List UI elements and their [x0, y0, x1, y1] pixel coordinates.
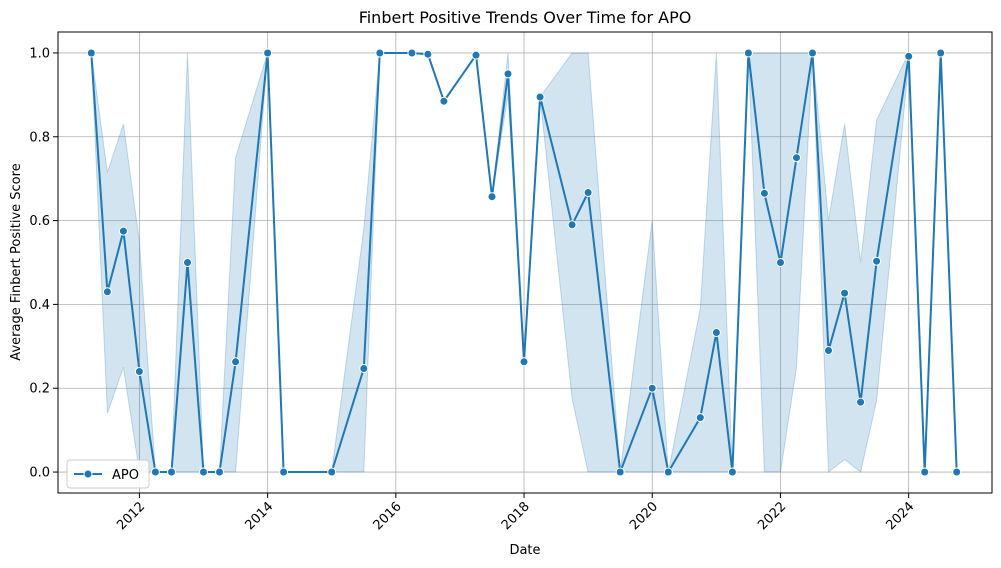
y-tick-label: 1.0: [29, 46, 50, 61]
data-point: [743, 48, 753, 58]
legend-label: APO: [112, 468, 139, 483]
data-point: [199, 467, 208, 477]
data-point: [487, 192, 497, 202]
data-point: [776, 258, 785, 267]
y-axis-label: Average Finbert Positive Score: [9, 163, 24, 360]
data-point: [150, 467, 160, 477]
data-point: [102, 287, 112, 297]
data-point: [647, 383, 657, 393]
data-point: [231, 357, 241, 367]
data-point: [519, 357, 529, 367]
data-point: [615, 467, 625, 477]
y-axis-ticks: 0.0 0.2 0.4 0.6 0.8 1.0: [29, 46, 58, 481]
data-point: [872, 256, 882, 266]
data-point: [423, 49, 433, 59]
data-point: [86, 48, 96, 58]
legend: APO: [66, 459, 150, 489]
data-point: [118, 226, 128, 236]
legend-marker: [83, 469, 93, 479]
data-point: [375, 48, 385, 58]
data-point: [583, 188, 593, 197]
data-point: [263, 48, 273, 58]
data-point: [503, 69, 513, 79]
data-point: [727, 467, 737, 477]
data-point: [471, 50, 481, 60]
data-point: [279, 467, 289, 477]
data-point: [439, 96, 449, 106]
data-point: [904, 51, 914, 61]
chart-title: Finbert Positive Trends Over Time for AP…: [359, 8, 692, 27]
data-point: [920, 467, 930, 477]
legend-box: [66, 459, 150, 489]
data-point: [759, 188, 769, 198]
data-point: [663, 467, 673, 477]
y-tick-label: 0.6: [29, 214, 50, 229]
y-tick-label: 0.2: [29, 382, 50, 397]
data-point: [711, 328, 721, 337]
data-point: [936, 48, 946, 58]
data-point: [824, 346, 833, 355]
data-point: [327, 467, 337, 477]
series-apo: [86, 48, 962, 477]
data-point: [535, 92, 545, 102]
y-tick-label: 0.8: [29, 130, 50, 145]
data-point: [359, 364, 369, 373]
data-point: [567, 220, 577, 230]
data-point: [183, 258, 192, 267]
data-point: [952, 467, 962, 477]
plot-frame: [57, 31, 993, 494]
x-axis-label: Date: [509, 543, 540, 558]
data-point: [407, 48, 417, 58]
y-tick-label: 0.0: [29, 466, 50, 481]
data-point: [856, 397, 866, 407]
data-point: [792, 153, 801, 163]
data-point: [215, 467, 224, 477]
data-point: [695, 413, 705, 423]
data-point: [808, 48, 817, 58]
data-point: [840, 288, 850, 298]
data-point: [134, 367, 144, 376]
y-tick-label: 0.4: [29, 298, 50, 313]
data-point: [167, 467, 176, 477]
